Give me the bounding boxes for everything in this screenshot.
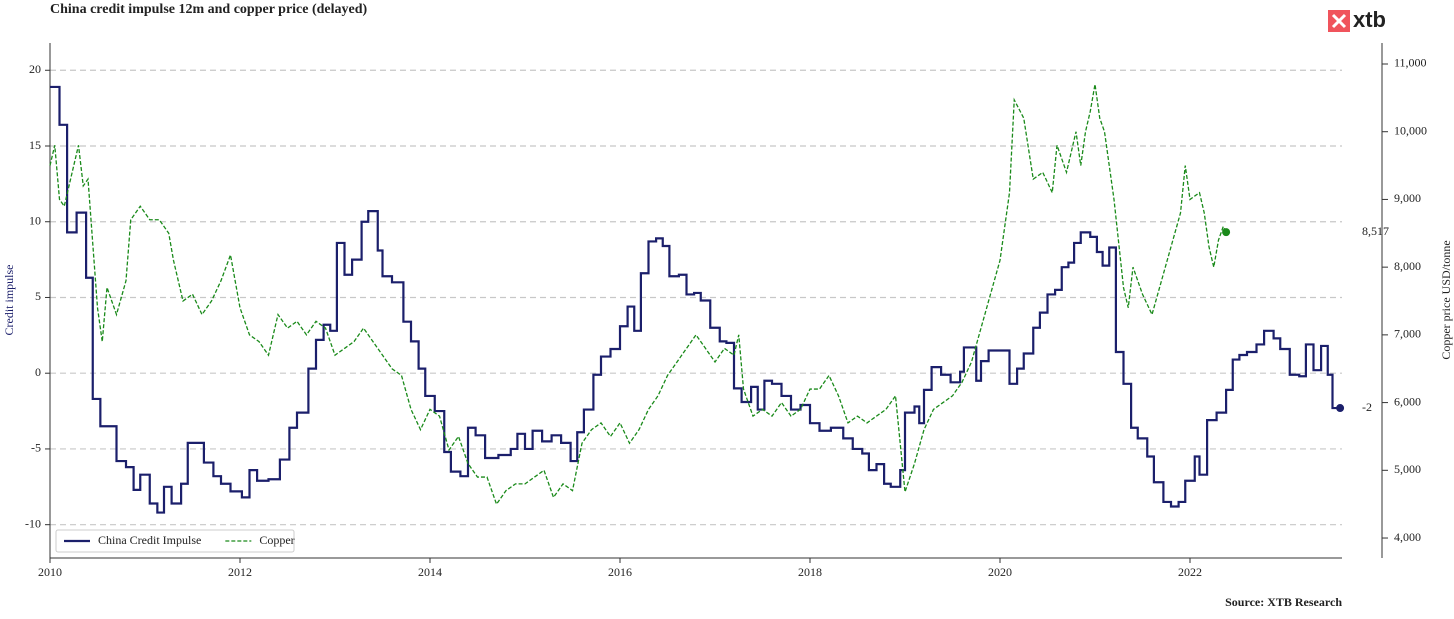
y2-tick-label: 8,000: [1394, 259, 1421, 273]
x-tick-label: 2014: [418, 565, 442, 579]
end-dot: [1222, 228, 1231, 237]
y2-tick-label: 10,000: [1394, 123, 1427, 137]
y-tick-label: -10: [25, 516, 41, 530]
x-tick-label: 2010: [38, 565, 62, 579]
logo: xtb: [1328, 7, 1386, 32]
x-tick-label: 2022: [1178, 565, 1202, 579]
y-tick-label: 0: [35, 365, 41, 379]
y2-tick-label: 9,000: [1394, 191, 1421, 205]
end-label: 8,517: [1362, 224, 1389, 238]
x-tick-label: 2016: [608, 565, 632, 579]
y-tick-label: 15: [29, 138, 41, 152]
y2-tick-label: 7,000: [1394, 327, 1421, 341]
series-line: [50, 85, 1341, 514]
y-tick-label: 5: [35, 289, 41, 303]
end-label: -2: [1362, 400, 1372, 414]
x-tick-label: 2018: [798, 565, 822, 579]
legend-label: China Credit Impulse: [98, 533, 201, 547]
series-line: [49, 84, 1227, 506]
legend: China Credit Impulse Copper: [55, 529, 295, 553]
y2-tick-label: 6,000: [1394, 394, 1421, 408]
y-tick-label: 10: [29, 213, 41, 227]
logo-cross: [1331, 13, 1347, 29]
y2-tick-label: 4,000: [1394, 530, 1421, 544]
y-axis-label: Credit impulse: [2, 265, 16, 336]
chart-title: China credit impulse 12m and copper pric…: [50, 2, 368, 17]
y-tick-label: -5: [31, 441, 41, 455]
legend-label: Copper: [259, 533, 294, 547]
y-tick-label: 20: [29, 62, 41, 76]
y2-tick-label: 11,000: [1394, 56, 1427, 70]
x-tick-label: 2012: [228, 565, 252, 579]
y2-axis-label: Copper price USD/tonne: [1439, 240, 1453, 359]
legend-box: [55, 529, 295, 553]
source: Source: XTB Research: [1225, 595, 1342, 609]
y2-tick-label: 5,000: [1394, 462, 1421, 476]
x-tick-label: 2020: [988, 565, 1012, 579]
logo-text: xtb: [1353, 7, 1386, 32]
end-dot: [1336, 404, 1345, 413]
